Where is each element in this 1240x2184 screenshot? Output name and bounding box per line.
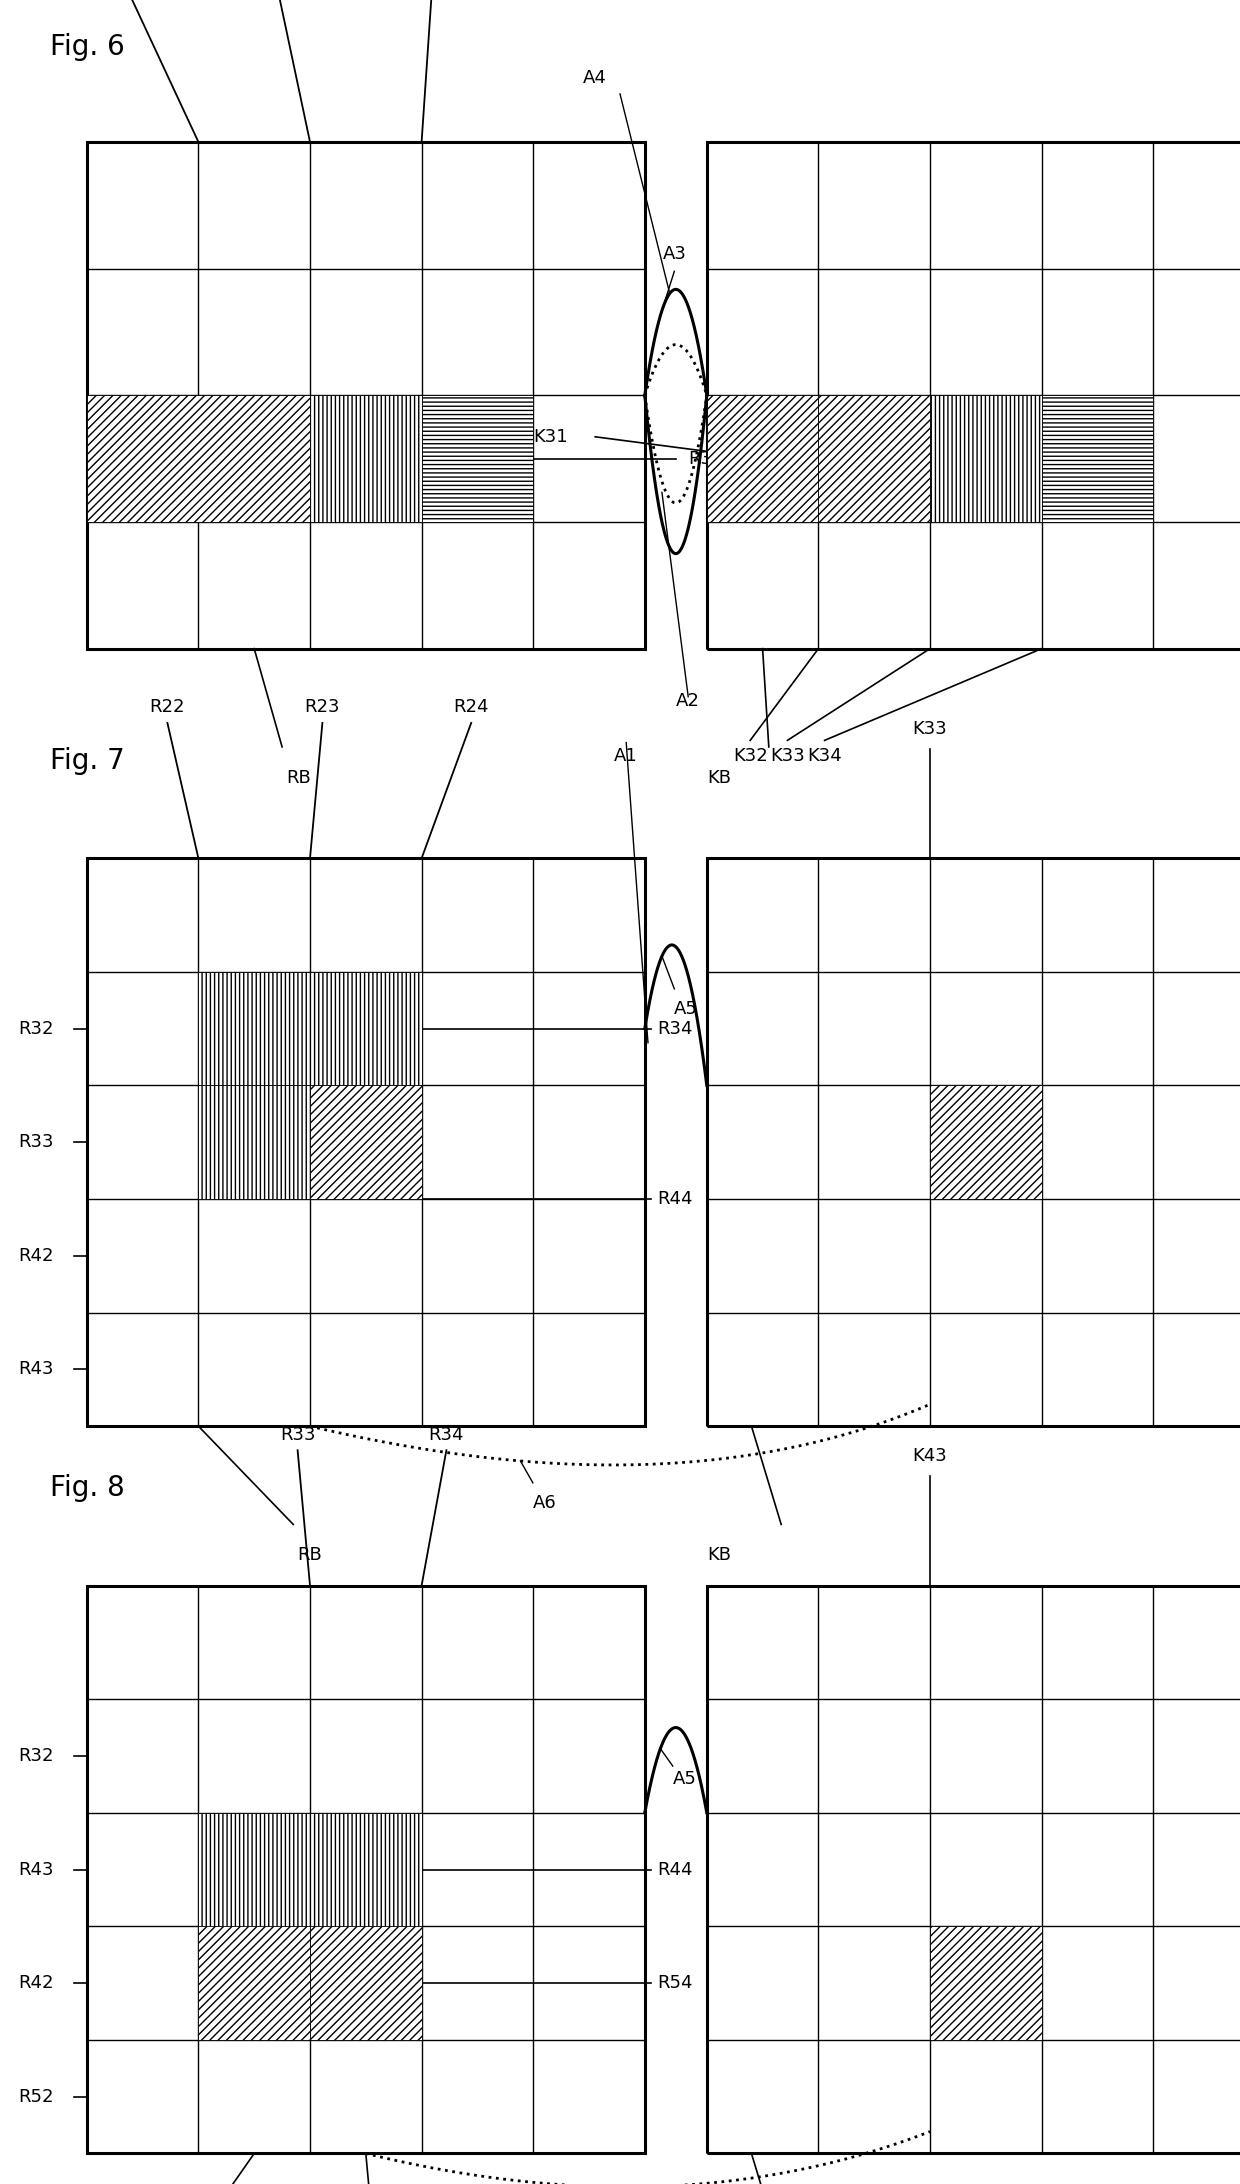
Text: A6: A6 bbox=[533, 1494, 557, 1511]
Text: K31: K31 bbox=[533, 428, 568, 446]
Text: R32: R32 bbox=[19, 1747, 55, 1765]
Bar bbox=[1042, 395, 1153, 522]
Bar bbox=[87, 1586, 645, 2153]
Text: R34: R34 bbox=[429, 1426, 464, 1444]
Text: R42: R42 bbox=[19, 1974, 55, 1992]
Text: R23: R23 bbox=[305, 699, 340, 716]
Text: A4: A4 bbox=[583, 70, 608, 87]
Text: Fig. 8: Fig. 8 bbox=[50, 1474, 124, 1503]
Text: R22: R22 bbox=[150, 699, 185, 716]
Text: R54: R54 bbox=[657, 1974, 693, 1992]
Text: A5: A5 bbox=[673, 1771, 697, 1789]
Text: A1: A1 bbox=[614, 747, 639, 764]
Text: A3: A3 bbox=[662, 245, 686, 262]
Bar bbox=[310, 1926, 422, 2040]
Bar bbox=[198, 1813, 422, 1926]
Text: K32: K32 bbox=[733, 747, 768, 764]
Text: K33: K33 bbox=[770, 747, 805, 764]
Text: K33: K33 bbox=[913, 721, 947, 738]
Text: R34: R34 bbox=[657, 1020, 693, 1037]
Text: Fig. 7: Fig. 7 bbox=[50, 747, 124, 775]
Text: R52: R52 bbox=[19, 2088, 55, 2105]
Text: R43: R43 bbox=[19, 1361, 55, 1378]
Bar bbox=[707, 858, 1240, 1426]
Text: KB: KB bbox=[707, 1546, 732, 1564]
Text: A2: A2 bbox=[676, 692, 701, 710]
Text: K43: K43 bbox=[913, 1448, 947, 1465]
Text: RB: RB bbox=[298, 1546, 322, 1564]
Text: R33: R33 bbox=[280, 1426, 315, 1444]
Bar bbox=[818, 395, 930, 522]
Text: RB: RB bbox=[286, 769, 311, 786]
Bar bbox=[87, 142, 645, 649]
Bar bbox=[930, 1085, 1042, 1199]
Text: R33: R33 bbox=[19, 1133, 55, 1151]
Bar bbox=[198, 1926, 310, 2040]
Bar bbox=[930, 1926, 1042, 2040]
Text: R32: R32 bbox=[19, 1020, 55, 1037]
Text: R42: R42 bbox=[19, 1247, 55, 1265]
Bar bbox=[87, 858, 645, 1426]
Bar bbox=[707, 142, 1240, 649]
Bar bbox=[707, 1586, 1240, 2153]
Bar bbox=[310, 395, 422, 522]
Text: Fig. 6: Fig. 6 bbox=[50, 33, 124, 61]
Bar bbox=[198, 1085, 422, 1199]
Text: R34: R34 bbox=[688, 450, 724, 467]
Text: R44: R44 bbox=[657, 1861, 693, 1878]
Bar bbox=[198, 972, 422, 1085]
Bar bbox=[198, 1813, 422, 2040]
Bar bbox=[930, 395, 1042, 522]
Text: R44: R44 bbox=[657, 1190, 693, 1208]
Text: R43: R43 bbox=[19, 1861, 55, 1878]
Bar bbox=[198, 1085, 310, 1199]
Bar bbox=[422, 395, 533, 522]
Text: K34: K34 bbox=[807, 747, 842, 764]
Text: KB: KB bbox=[707, 769, 732, 786]
Bar bbox=[198, 1926, 422, 2040]
Text: R24: R24 bbox=[454, 699, 489, 716]
Bar bbox=[707, 395, 818, 522]
Bar bbox=[87, 395, 310, 522]
Text: A5: A5 bbox=[675, 1000, 698, 1018]
